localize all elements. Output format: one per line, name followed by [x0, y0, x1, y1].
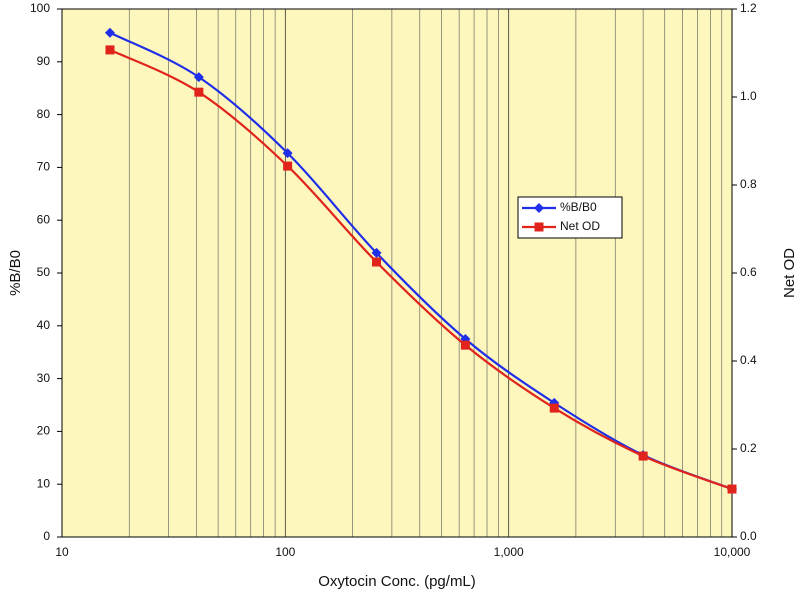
- legend-marker: [534, 203, 544, 213]
- legend-label: Net OD: [560, 219, 600, 233]
- y-tick-label: 20: [37, 424, 51, 438]
- y2-tick-label: 1.0: [740, 89, 757, 103]
- y-tick-label: 0: [43, 529, 50, 543]
- series-line: [109, 31, 733, 490]
- y2-tick-label: 0.8: [740, 177, 757, 191]
- legend: %B/B0 Net OD: [517, 196, 623, 239]
- x-tick-label: 1,000: [494, 545, 524, 559]
- y-tick-label: 40: [37, 318, 51, 332]
- data-point: [283, 161, 293, 171]
- legend-label: %B/B0: [560, 200, 597, 214]
- y2-tick-label: 0.2: [740, 441, 757, 455]
- y2-tick-label: 0.0: [740, 529, 757, 543]
- y-tick-label: 60: [37, 212, 51, 226]
- legend-marker: [534, 222, 544, 232]
- y-tick-label: 90: [37, 54, 51, 68]
- data-point: [193, 72, 204, 83]
- x-axis-title: Oxytocin Conc. (pg/mL): [318, 573, 476, 590]
- y2-axis-title: Net OD: [781, 248, 798, 298]
- y-tick-label: 30: [37, 371, 51, 385]
- data-point: [549, 403, 559, 413]
- x-tick-label: 10,000: [714, 545, 751, 559]
- y-tick-label: 10: [37, 476, 51, 490]
- data-point: [460, 340, 470, 350]
- data-point: [105, 45, 115, 55]
- data-point: [104, 27, 115, 38]
- y2-tick-label: 0.6: [740, 265, 757, 279]
- data-point: [371, 247, 382, 258]
- y2-tick-label: 0.4: [740, 353, 757, 367]
- x-tick-label: 10: [55, 545, 69, 559]
- y-tick-label: 70: [37, 160, 51, 174]
- data-point: [727, 484, 737, 494]
- y-axis-title: %B/B0: [7, 250, 24, 296]
- y-tick-label: 100: [30, 1, 50, 15]
- x-tick-label: 100: [275, 545, 295, 559]
- data-point: [194, 87, 204, 97]
- data-point: [372, 257, 382, 267]
- y2-tick-label: 1.2: [740, 1, 757, 15]
- data-point: [282, 148, 293, 159]
- series-line: [109, 48, 733, 491]
- y-tick-label: 50: [37, 265, 51, 279]
- data-point: [638, 451, 648, 461]
- y-tick-label: 80: [37, 107, 51, 121]
- plot-border: [61, 8, 733, 538]
